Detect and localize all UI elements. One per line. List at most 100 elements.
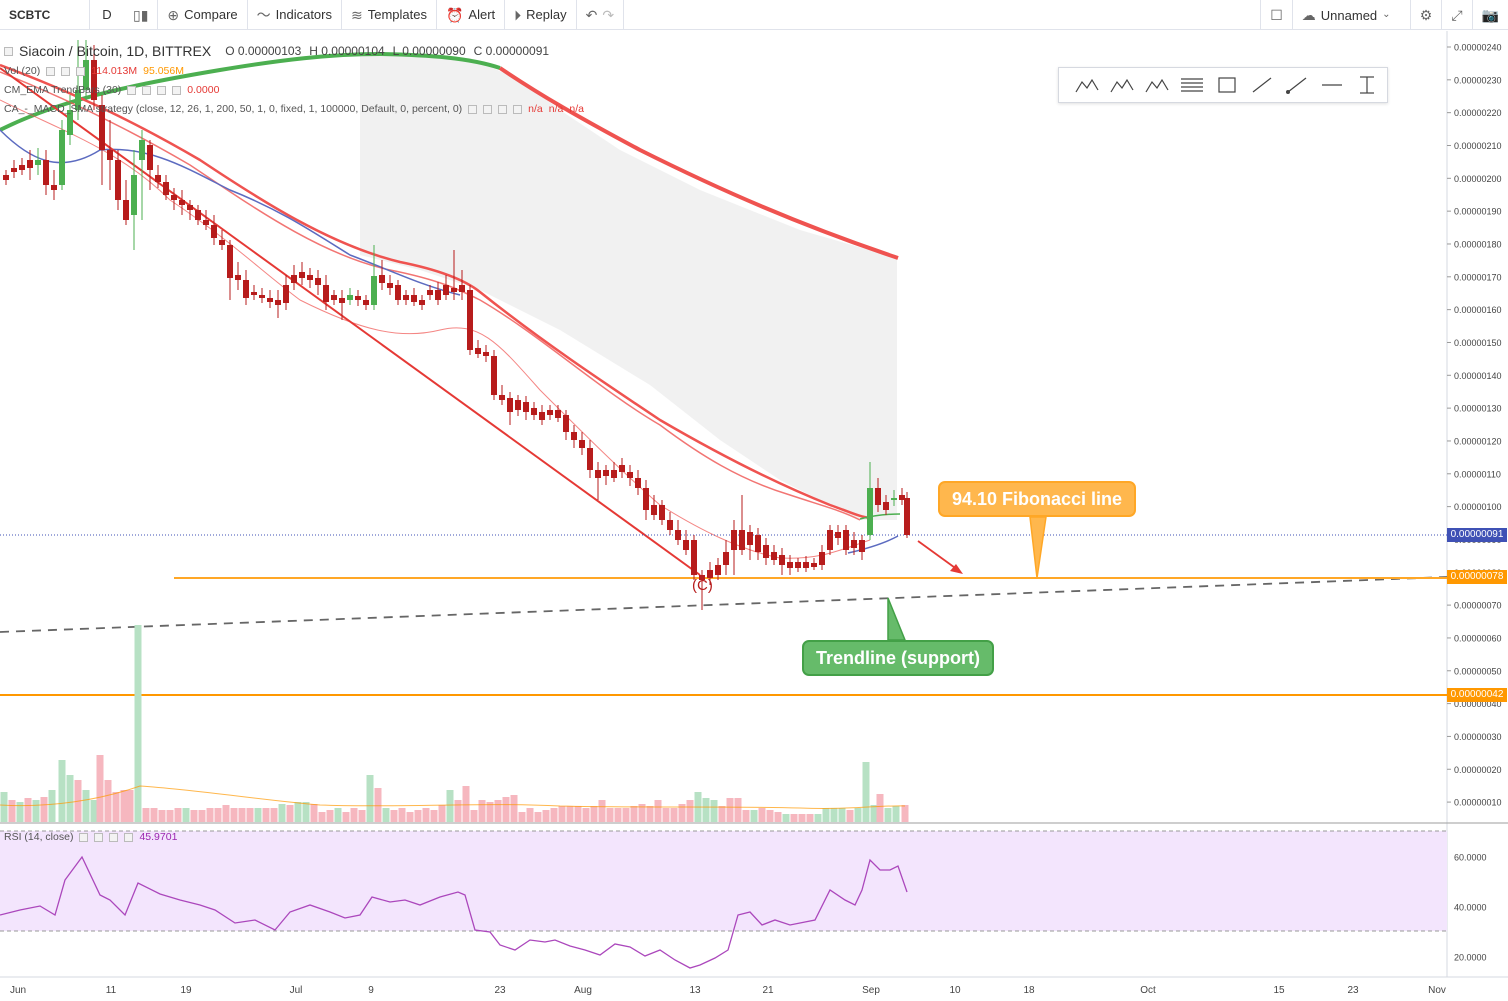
trendline-callout[interactable]: Trendline (support)	[802, 640, 994, 676]
price-range-tool[interactable]	[1349, 68, 1384, 102]
trend-line-tool[interactable]	[1244, 68, 1279, 102]
candle-body	[507, 398, 513, 412]
price-chart[interactable]: 0.00000240 0.00000230 0.00000220 0.00000210…	[0, 31, 1508, 1001]
fib-callout-pointer	[1029, 516, 1047, 579]
volume-bar	[126, 790, 134, 822]
chart-style-button[interactable]: ▯▮	[124, 0, 159, 30]
settings-icon[interactable]	[468, 104, 478, 114]
candle-body	[123, 200, 129, 220]
rectangle-tool[interactable]	[1209, 68, 1244, 102]
arrow-tool[interactable]	[1279, 68, 1314, 102]
candle-body	[459, 285, 465, 292]
time-axis[interactable]: Jun 11 19 Jul 9 23 Aug 13 21 Sep 10 18 Oct 15 23 Nov	[10, 985, 1446, 996]
rsi-legend[interactable]: RSI (14, close) 45.9701	[4, 831, 177, 843]
indicators-button[interactable]: 〜 Indicators	[248, 0, 342, 30]
volume-bar	[901, 805, 909, 822]
candle-body	[179, 200, 185, 205]
add-icon[interactable]	[498, 104, 508, 114]
macd-legend[interactable]: CA_-_MACD_SMA strategy (close, 12, 26, 1…	[4, 103, 584, 115]
candle-body	[835, 532, 841, 538]
fullscreen-toggle-button[interactable]: ☐	[1260, 0, 1292, 30]
candle-body	[267, 298, 273, 302]
snapshot-button[interactable]: 📷	[1471, 0, 1508, 30]
eye-icon[interactable]	[94, 832, 104, 842]
candle-body	[779, 555, 785, 565]
eye-icon[interactable]	[142, 85, 152, 95]
volume-bar	[198, 810, 206, 822]
expand-icon: ⤢	[1451, 7, 1463, 23]
price-tick-label: 0.00000230	[1454, 75, 1502, 85]
replay-icon: ⏵	[514, 6, 522, 23]
fullscreen-button[interactable]: ⤢	[1441, 0, 1471, 30]
settings-icon[interactable]	[79, 832, 89, 842]
add-icon[interactable]	[157, 85, 167, 95]
symbol-legend[interactable]: Siacoin / Bitcoin, 1D, BITTREX O 0.00000…	[4, 43, 549, 59]
volume-legend[interactable]: Vol (20) 114.013M 95.056M	[4, 65, 184, 77]
candle-body	[659, 505, 665, 520]
compare-button[interactable]: ⊕ Compare	[158, 0, 248, 30]
volume-bar	[134, 625, 142, 822]
undo-icon[interactable]: ↶	[585, 6, 598, 23]
price-axis[interactable]: 0.00000240 0.00000230 0.00000220 0.00000210…	[1447, 43, 1502, 808]
volume-bar	[166, 810, 174, 822]
horizontal-ray-tool[interactable]	[1314, 68, 1349, 102]
ohlc-close: C 0.00000091	[473, 44, 550, 58]
fib-retracement-tool[interactable]	[1174, 68, 1209, 102]
close-icon[interactable]	[172, 85, 182, 95]
candle-body	[259, 295, 265, 298]
interval-button[interactable]: D	[90, 0, 124, 30]
ema-legend[interactable]: CM_EMA TrendBars (30) 0.0000	[4, 84, 219, 96]
settings-button[interactable]: ⚙	[1409, 0, 1442, 30]
candle-body	[27, 160, 33, 168]
alert-button[interactable]: ⏰ Alert	[437, 0, 506, 30]
eye-icon[interactable]	[483, 104, 493, 114]
candle-body	[155, 175, 161, 182]
support-trendline[interactable]	[0, 576, 1448, 633]
collapse-icon[interactable]	[4, 46, 13, 56]
settings-icon[interactable]	[46, 66, 56, 76]
volume-bar	[158, 810, 166, 822]
volume-bar	[478, 800, 486, 822]
volume-bar	[190, 810, 198, 822]
volume-bar	[310, 804, 318, 822]
close-icon[interactable]	[76, 66, 86, 76]
volume-bar	[462, 786, 470, 822]
downtrend-line[interactable]	[0, 67, 701, 576]
replay-button[interactable]: ⏵ Replay	[505, 0, 577, 30]
redo-icon[interactable]: ↷	[602, 6, 615, 23]
templates-button[interactable]: ≋ Templates	[342, 0, 437, 30]
chart-area[interactable]: 0.00000240 0.00000230 0.00000220 0.00000210…	[0, 31, 1508, 1001]
volume-bar	[104, 780, 112, 822]
save-layout-button[interactable]: ☁ Unnamed ⌄	[1291, 0, 1410, 30]
close-icon[interactable]	[124, 832, 134, 842]
abcd-pattern-tool[interactable]	[1104, 68, 1139, 102]
close-icon[interactable]	[513, 104, 523, 114]
trendline-callout-text: Trendline (support)	[816, 647, 980, 668]
blue-moving-average-tail	[847, 535, 899, 554]
volume-bar	[822, 808, 830, 822]
candle-body	[91, 60, 97, 100]
ohlc-low: L 0.00000090	[392, 44, 466, 58]
volume-bar	[254, 808, 262, 822]
volume-bar	[374, 788, 382, 822]
eye-icon[interactable]	[61, 66, 71, 76]
wave-label[interactable]: (C)	[692, 577, 713, 594]
candle-body	[235, 275, 241, 280]
xabcd-pattern-tool[interactable]	[1069, 68, 1104, 102]
alert-label: Alert	[468, 7, 496, 22]
fibonacci-callout[interactable]: 94.10 Fibonacci line	[938, 481, 1136, 517]
projection-arrow[interactable]	[917, 540, 959, 571]
trend-callout-pointer	[887, 597, 907, 641]
price-tick-label: 0.00000100	[1454, 502, 1502, 512]
candle-body	[203, 220, 209, 225]
settings-icon[interactable]	[127, 85, 137, 95]
volume-bar	[534, 812, 542, 822]
volume-bar	[40, 797, 48, 822]
volume-bar	[302, 802, 310, 822]
abc-pattern-tool[interactable]	[1139, 68, 1174, 102]
symbol-search[interactable]: SCBTC	[0, 0, 90, 30]
rsi-axis[interactable]: 60.0000 40.0000 20.0000	[1454, 853, 1487, 963]
volume-bar	[150, 808, 158, 822]
symbol-label: SCBTC	[9, 7, 51, 22]
add-icon[interactable]	[109, 832, 119, 842]
